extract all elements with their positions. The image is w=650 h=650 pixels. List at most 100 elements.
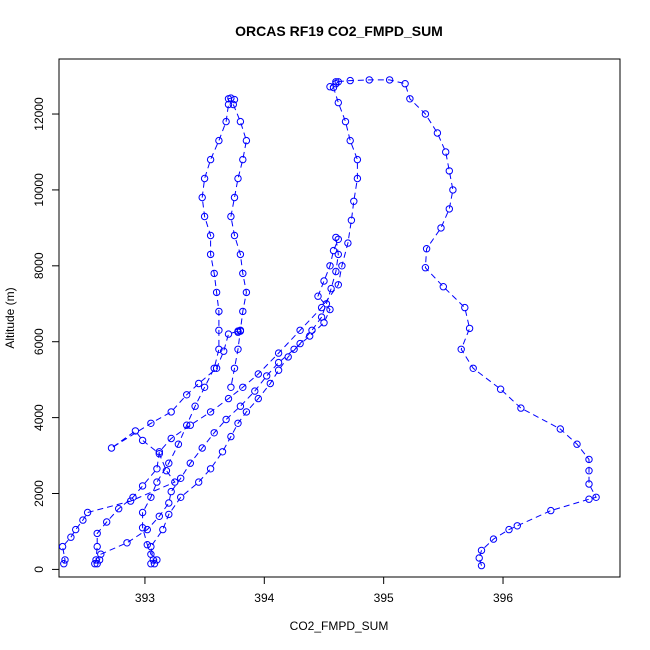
data-point	[174, 440, 183, 448]
data-point	[234, 345, 242, 353]
data-point	[191, 402, 199, 410]
data-point	[143, 541, 152, 549]
data-point	[236, 326, 245, 334]
data-point	[224, 394, 233, 403]
data-point	[461, 303, 469, 312]
y-tick-label: 10000	[32, 173, 46, 207]
data-point	[421, 110, 430, 118]
data-point	[162, 467, 171, 475]
data-point	[334, 250, 342, 259]
data-point	[220, 347, 228, 355]
data-point	[230, 193, 239, 202]
data-point	[58, 542, 67, 551]
x-tick-label: 396	[493, 591, 513, 605]
data-point	[263, 372, 271, 380]
data-point	[126, 497, 135, 505]
series-5	[138, 94, 239, 568]
data-point	[449, 186, 457, 194]
data-point	[195, 379, 203, 388]
data-point	[215, 345, 223, 353]
data-point	[242, 288, 251, 297]
data-point	[200, 383, 209, 391]
data-point	[290, 345, 298, 353]
series-line	[230, 104, 247, 388]
data-point	[147, 550, 155, 558]
data-point	[177, 493, 185, 501]
data-point	[326, 305, 334, 314]
data-point	[585, 455, 593, 464]
data-point	[177, 474, 185, 482]
series-1	[58, 327, 245, 568]
data-point	[143, 525, 152, 534]
data-point	[585, 495, 593, 503]
data-point	[437, 224, 445, 232]
data-point	[138, 436, 147, 445]
x-tick-label: 394	[254, 591, 274, 605]
data-point	[212, 364, 221, 372]
data-point	[239, 155, 247, 164]
data-point	[332, 267, 340, 276]
data-point	[517, 404, 525, 412]
data-point	[266, 379, 274, 388]
data-point	[206, 155, 215, 164]
data-point	[107, 444, 116, 452]
series-2	[91, 78, 362, 568]
data-point	[200, 174, 209, 183]
data-point	[155, 512, 164, 520]
data-point	[385, 76, 394, 84]
y-tick-label: 0	[32, 566, 46, 573]
data-point	[573, 440, 581, 448]
series-7	[326, 76, 600, 570]
data-point	[445, 205, 453, 213]
data-point	[239, 269, 247, 278]
data-point	[322, 300, 331, 308]
data-point	[327, 284, 335, 293]
data-point	[153, 556, 161, 564]
data-point	[93, 560, 101, 568]
data-point	[224, 330, 233, 338]
plot-area	[58, 76, 600, 570]
data-point	[332, 78, 340, 86]
data-point	[347, 216, 356, 225]
data-point	[274, 349, 283, 357]
data-point	[326, 262, 334, 270]
series-line	[94, 81, 358, 564]
data-point	[401, 80, 409, 88]
data-point	[155, 448, 164, 456]
data-point	[239, 383, 247, 391]
data-point	[350, 197, 358, 206]
data-point	[227, 383, 235, 391]
data-point	[334, 281, 342, 289]
data-point	[210, 429, 218, 437]
data-point	[547, 506, 555, 515]
data-point	[131, 427, 140, 435]
data-point	[475, 554, 483, 562]
data-point	[97, 550, 105, 558]
data-point	[215, 136, 223, 145]
data-point	[153, 478, 161, 486]
data-point	[320, 277, 328, 285]
data-point	[236, 402, 245, 410]
data-point	[513, 522, 521, 530]
series-line	[329, 79, 597, 566]
data-point	[147, 493, 155, 501]
data-point	[129, 493, 137, 501]
data-point	[215, 326, 223, 334]
data-point	[212, 288, 221, 297]
data-point	[227, 432, 235, 441]
data-point	[138, 482, 147, 490]
data-point	[150, 560, 159, 568]
data-point	[505, 525, 513, 534]
data-point	[346, 136, 354, 145]
data-point	[198, 444, 206, 452]
data-point	[165, 510, 173, 519]
data-point	[198, 193, 206, 202]
data-point	[332, 80, 340, 88]
x-axis: 393 394 395 396	[135, 576, 513, 605]
data-point	[218, 448, 227, 456]
data-point	[93, 529, 101, 538]
data-point	[274, 358, 283, 367]
data-point	[227, 212, 235, 221]
data-point	[167, 487, 175, 496]
data-point	[457, 345, 465, 353]
